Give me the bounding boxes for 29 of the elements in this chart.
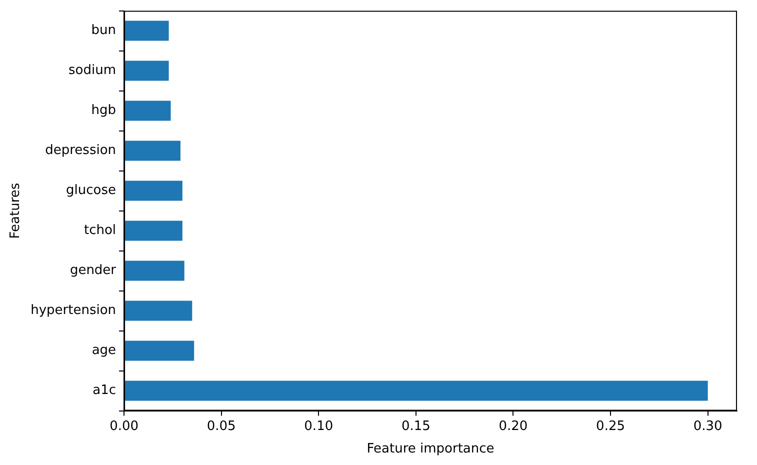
x-tick-label: 0.25 — [596, 418, 625, 434]
bar — [124, 20, 169, 41]
bar — [124, 340, 194, 361]
bar — [124, 180, 182, 201]
y-tick-label: age — [92, 343, 116, 358]
y-tick-label: a1c — [92, 383, 116, 398]
y-tick-label: bun — [91, 23, 116, 38]
bar — [124, 60, 169, 81]
bar — [124, 260, 184, 281]
bar — [124, 100, 171, 121]
x-tick-label: 0.10 — [304, 418, 334, 434]
bar — [124, 220, 182, 241]
bar — [124, 300, 192, 321]
x-tick-label: 0.20 — [498, 418, 528, 434]
y-tick-label: tchol — [84, 223, 116, 238]
bar — [124, 380, 708, 401]
x-axis-title: Feature importance — [366, 442, 494, 457]
y-axis-title: Features — [8, 182, 24, 239]
y-tick-label: gender — [70, 263, 117, 278]
y-tick-label: sodium — [68, 63, 116, 78]
x-tick-label: 0.30 — [693, 418, 722, 434]
y-tick-label: hgb — [91, 103, 116, 118]
x-tick-label: 0.15 — [401, 418, 430, 434]
y-tick-label: glucose — [66, 183, 116, 198]
y-tick-label: depression — [45, 143, 116, 158]
bar — [124, 140, 180, 161]
x-tick-label: 0.05 — [206, 418, 236, 434]
y-tick-label: hypertension — [30, 303, 116, 318]
x-tick-label: 0.00 — [110, 418, 139, 434]
